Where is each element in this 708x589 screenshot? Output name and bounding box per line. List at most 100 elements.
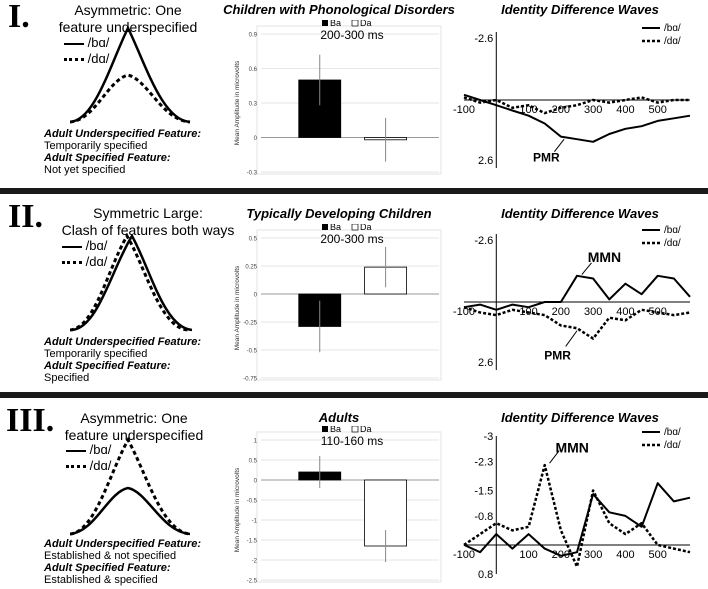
feature-notes: Adult Underspecified Feature: Temporaril… xyxy=(44,336,202,384)
solid-curve xyxy=(70,486,191,536)
annotation-pmr: PMR xyxy=(544,349,571,363)
y-tick-label: 0 xyxy=(254,136,258,142)
legend: /bɑ/ /dɑ/ xyxy=(64,35,109,67)
y-tick-label: 0.9 xyxy=(249,33,258,39)
legend-label-da: /dɑ/ xyxy=(664,238,681,249)
y-tick-label: -3 xyxy=(484,431,494,443)
dotted-curve xyxy=(70,73,191,124)
annotation-pmr: PMR xyxy=(533,151,560,165)
legend-label-da: Da xyxy=(360,20,372,28)
time-window-label: 200-300 ms xyxy=(320,232,383,246)
legend-label-ba: /bɑ/ xyxy=(664,427,681,438)
plot-frame xyxy=(256,229,442,381)
legend-label-ba: /bɑ/ xyxy=(664,23,681,34)
legend: /bɑ/ /dɑ/ xyxy=(62,238,107,270)
bar-chart: 1 0.5 0 -0.5 -1 -1.5 -2 -2.5 Mean Amplitude in m… xyxy=(234,426,442,585)
y-tick-label: -1 xyxy=(252,519,258,525)
x-tick-label: 400 xyxy=(616,306,634,318)
legend-swatch-da xyxy=(351,224,359,231)
bar-chart: 0.5 0.25 0 -0.25 -0.5 -0.75 Mean Amplitude in … xyxy=(234,224,442,383)
solid-curve xyxy=(71,233,193,332)
legend-label-da: /dɑ/ xyxy=(664,440,681,451)
y-tick-label: 0.5 xyxy=(249,459,258,465)
x-tick-label: -100 xyxy=(453,549,475,561)
y-tick-label: 0.6 xyxy=(249,67,258,73)
wave-line-da xyxy=(463,463,691,568)
feature-curves xyxy=(70,233,193,332)
bar-chart-title: Typically Developing Children xyxy=(246,206,432,221)
y-tick-label: 1 xyxy=(254,439,258,445)
legend-swatch-da xyxy=(351,426,359,433)
x-tick-label: 300 xyxy=(584,104,602,116)
y-tick-label: -0.5 xyxy=(247,349,258,355)
y-tick-label: -1.5 xyxy=(474,485,493,497)
legend-swatch-ba xyxy=(322,20,328,26)
feature-notes: Adult Underspecified Feature: Temporaril… xyxy=(44,128,202,176)
legend: /bɑ/ /dɑ/ xyxy=(66,442,111,474)
wave-chart: -3-2.3-1.5-0.80.8-100 100 200 300 400 500/bɑ/… xyxy=(453,427,691,581)
y-tick-label: -0.3 xyxy=(247,171,258,177)
wave-line-ba xyxy=(463,93,691,143)
y-tick-label: -2.5 xyxy=(247,579,258,585)
panel-numeral: III. xyxy=(6,402,55,439)
y-axis-label: Mean Amplitude in microvolts xyxy=(234,265,241,350)
panel-numeral: I. xyxy=(8,0,30,35)
wave-chart-title: Identity Difference Waves xyxy=(501,206,659,221)
wave-chart-title: Identity Difference Waves xyxy=(501,410,659,425)
y-tick-label: 0 xyxy=(254,479,258,485)
legend-label-da: /dɑ/ xyxy=(664,36,681,47)
panel-title: Symmetric Large: Clash of features both … xyxy=(61,205,235,238)
feature-curves xyxy=(70,436,191,536)
feature-notes: Adult Underspecified Feature: Establishe… xyxy=(44,538,202,586)
y-axis-label: Mean Amplitude in microvolts xyxy=(234,467,241,552)
y-tick-label: -2.6 xyxy=(474,33,493,45)
panel-numeral: II. xyxy=(8,198,43,235)
bar-chart-title: Adults xyxy=(318,410,360,425)
y-tick-label: -2 xyxy=(252,559,258,565)
y-tick-label: 0.5 xyxy=(249,237,258,243)
time-window-label: 200-300 ms xyxy=(320,28,383,42)
x-tick-label: 300 xyxy=(584,306,602,318)
x-tick-label: 100 xyxy=(519,549,537,561)
legend-swatch-ba xyxy=(322,426,328,432)
legend-swatch-da xyxy=(351,20,359,27)
dotted-curve xyxy=(70,233,189,332)
annotation-mmn: MMN xyxy=(555,439,588,455)
x-tick-label: 500 xyxy=(649,104,667,116)
x-tick-label: 400 xyxy=(616,549,634,561)
legend-label-ba: Ba xyxy=(330,20,341,28)
wave-chart-title: Identity Difference Waves xyxy=(501,2,659,17)
y-tick-label: 0.8 xyxy=(478,569,493,581)
legend-label-ba: Ba xyxy=(330,426,341,434)
y-tick-label: -1.5 xyxy=(247,539,258,545)
legend-label-ba: Ba xyxy=(330,224,341,232)
divider xyxy=(0,392,708,398)
time-window-label: 110-160 ms xyxy=(321,434,383,448)
wave-line-ba xyxy=(463,482,691,557)
wave-line-da xyxy=(463,306,691,340)
solid-curve xyxy=(70,25,191,124)
x-tick-label: 400 xyxy=(616,104,634,116)
y-tick-label: -0.75 xyxy=(243,377,257,383)
x-tick-label: 500 xyxy=(649,549,667,561)
y-axis-label: Mean Amplitude in microvolts xyxy=(234,60,241,145)
y-tick-label: 0 xyxy=(254,293,258,299)
legend-label-da: Da xyxy=(360,224,372,232)
x-tick-label: 200 xyxy=(552,306,570,318)
annotation-mmn: MMN xyxy=(588,249,621,265)
bar-chart: 0.9 0.6 0.3 0 -0.3 Mean Amplitude in microvol… xyxy=(234,20,442,177)
annotation-leader xyxy=(581,262,592,275)
legend-swatch-ba xyxy=(322,224,328,230)
legend-label-da: Da xyxy=(360,426,372,434)
dotted-curve xyxy=(70,436,191,536)
panel-title: Asymmetric: One feature underspecified xyxy=(64,410,204,443)
plot-frame xyxy=(256,25,442,175)
y-tick-label: -2.3 xyxy=(474,456,493,468)
wave-line-da xyxy=(463,96,690,115)
feature-curves xyxy=(70,25,191,124)
legend-label-ba: /bɑ/ xyxy=(664,225,681,236)
x-tick-label: 300 xyxy=(584,549,602,561)
annotation-leader xyxy=(549,450,560,464)
y-tick-label: 0.3 xyxy=(249,102,258,108)
